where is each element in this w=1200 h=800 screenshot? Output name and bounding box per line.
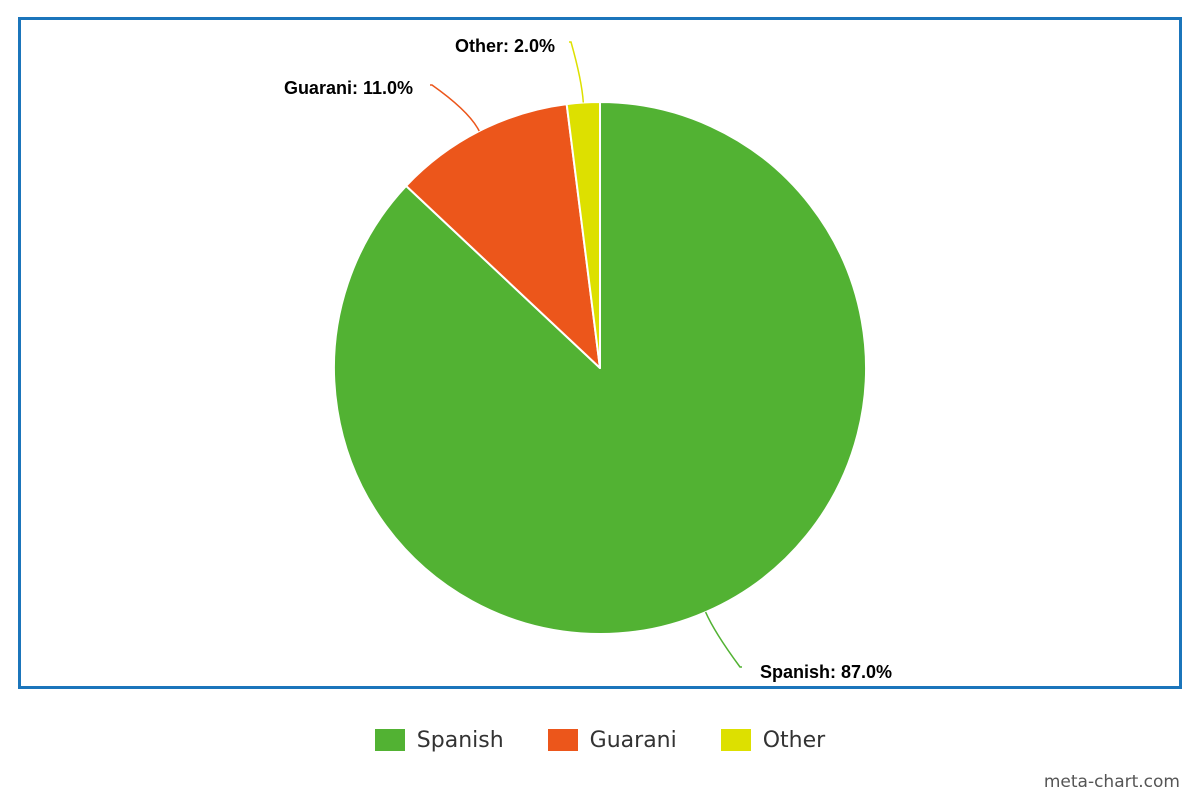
chart-frame (18, 17, 1182, 689)
data-label-spanish: Spanish: 87.0% (760, 662, 892, 682)
connector-other (569, 41, 585, 103)
legend-label: Spanish (416, 727, 504, 753)
legend-item-guarani[interactable]: Guarani (547, 727, 677, 753)
legend-swatch (374, 729, 405, 751)
legend-swatch (720, 729, 751, 751)
legend-item-spanish[interactable]: Spanish (374, 727, 504, 753)
legend-item-other[interactable]: Other (720, 727, 826, 753)
pie-slice-spanish[interactable] (333, 101, 867, 635)
watermark: meta-chart.com (1043, 772, 1180, 792)
legend: Spanish Guarani Other (0, 722, 1200, 758)
connector-guarani (430, 84, 480, 132)
slice-labels: Spanish: 87.0% Guarani: 11.0% Other: 2.0% (284, 36, 892, 682)
label-connectors (430, 41, 742, 668)
pie-slice-guarani[interactable] (405, 103, 601, 369)
pie-slice-other[interactable] (565, 101, 601, 369)
pie-slices (333, 101, 867, 635)
data-label-other: Other: 2.0% (455, 36, 555, 56)
legend-label: Other (762, 727, 826, 753)
data-label-guarani: Guarani: 11.0% (284, 78, 413, 98)
connector-spanish (704, 611, 742, 668)
legend-swatch (547, 729, 578, 751)
legend-label: Guarani (589, 727, 677, 753)
